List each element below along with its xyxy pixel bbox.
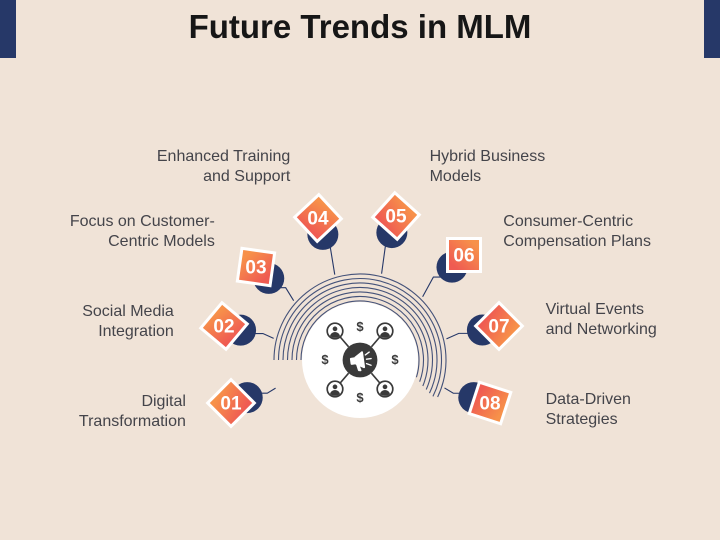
svg-text:$: $ (321, 352, 329, 367)
svg-text:01: 01 (220, 394, 242, 415)
svg-text:06: 06 (453, 246, 474, 267)
svg-text:04: 04 (307, 209, 329, 230)
svg-text:03: 03 (245, 258, 266, 279)
svg-text:$: $ (356, 390, 364, 405)
svg-text:05: 05 (385, 207, 407, 228)
svg-text:02: 02 (213, 317, 234, 338)
svg-text:$: $ (391, 352, 399, 367)
svg-text:$: $ (356, 319, 364, 334)
svg-text:07: 07 (488, 317, 509, 338)
svg-text:08: 08 (479, 394, 500, 415)
